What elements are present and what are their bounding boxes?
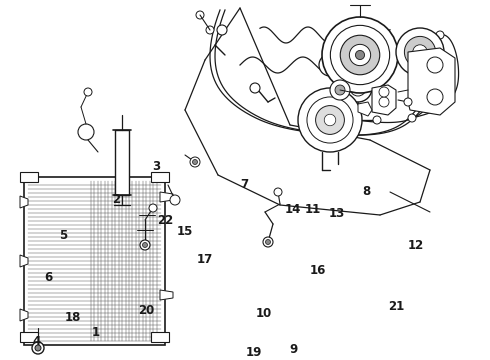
Circle shape (196, 11, 204, 19)
Text: 13: 13 (329, 207, 345, 220)
Polygon shape (372, 85, 396, 115)
Polygon shape (20, 172, 38, 182)
Circle shape (357, 107, 363, 113)
Text: 7: 7 (240, 178, 248, 191)
Circle shape (32, 342, 44, 354)
Polygon shape (20, 255, 28, 267)
Circle shape (436, 31, 444, 39)
Circle shape (373, 116, 381, 124)
Circle shape (335, 85, 345, 95)
Circle shape (324, 114, 336, 126)
Text: 1: 1 (92, 327, 99, 339)
Circle shape (379, 97, 389, 107)
Circle shape (217, 25, 227, 35)
Text: 11: 11 (304, 203, 321, 216)
Text: 19: 19 (245, 346, 262, 359)
Bar (115, 130, 129, 195)
Circle shape (140, 240, 150, 250)
Text: 9: 9 (289, 343, 297, 356)
Polygon shape (20, 332, 38, 342)
Polygon shape (151, 172, 169, 182)
Circle shape (379, 87, 389, 97)
Circle shape (404, 98, 412, 106)
Polygon shape (20, 309, 28, 321)
Polygon shape (20, 196, 28, 208)
Circle shape (143, 243, 147, 248)
Circle shape (427, 57, 443, 73)
Circle shape (330, 80, 350, 100)
Text: 17: 17 (196, 253, 213, 266)
Circle shape (170, 195, 180, 205)
Circle shape (413, 45, 427, 59)
Circle shape (355, 50, 365, 59)
Circle shape (324, 59, 336, 71)
Text: 22: 22 (157, 214, 174, 227)
Text: 6: 6 (44, 271, 52, 284)
Polygon shape (151, 332, 169, 342)
Circle shape (298, 88, 362, 152)
Text: 4: 4 (33, 335, 41, 348)
Circle shape (396, 28, 444, 76)
Circle shape (322, 17, 398, 93)
Circle shape (350, 80, 366, 96)
Circle shape (440, 87, 450, 97)
Polygon shape (160, 192, 173, 202)
Text: 14: 14 (285, 203, 301, 216)
Circle shape (149, 204, 157, 212)
Circle shape (307, 97, 353, 143)
Circle shape (319, 54, 341, 76)
Circle shape (206, 26, 214, 34)
Text: 8: 8 (363, 185, 370, 198)
Circle shape (274, 188, 282, 196)
Circle shape (250, 83, 260, 93)
Circle shape (190, 157, 200, 167)
Text: 3: 3 (152, 160, 160, 173)
Circle shape (340, 35, 380, 75)
Text: 15: 15 (177, 225, 194, 238)
Circle shape (404, 36, 436, 68)
Text: 21: 21 (388, 300, 404, 313)
Text: 18: 18 (64, 311, 81, 324)
Circle shape (344, 74, 372, 102)
Polygon shape (160, 290, 173, 300)
Circle shape (427, 89, 443, 105)
Circle shape (349, 44, 370, 66)
Text: 2: 2 (113, 193, 121, 206)
Polygon shape (358, 102, 372, 116)
Circle shape (316, 105, 344, 134)
Circle shape (35, 345, 41, 351)
Text: 20: 20 (138, 304, 154, 317)
Circle shape (193, 159, 197, 165)
Circle shape (84, 88, 92, 96)
Circle shape (266, 239, 270, 244)
Circle shape (78, 124, 94, 140)
Text: 12: 12 (407, 239, 424, 252)
Text: 16: 16 (309, 264, 326, 277)
Polygon shape (408, 48, 455, 115)
Polygon shape (24, 177, 165, 345)
Circle shape (330, 25, 390, 85)
Circle shape (408, 114, 416, 122)
Text: 5: 5 (59, 229, 67, 242)
Text: 10: 10 (255, 307, 272, 320)
Circle shape (263, 237, 273, 247)
